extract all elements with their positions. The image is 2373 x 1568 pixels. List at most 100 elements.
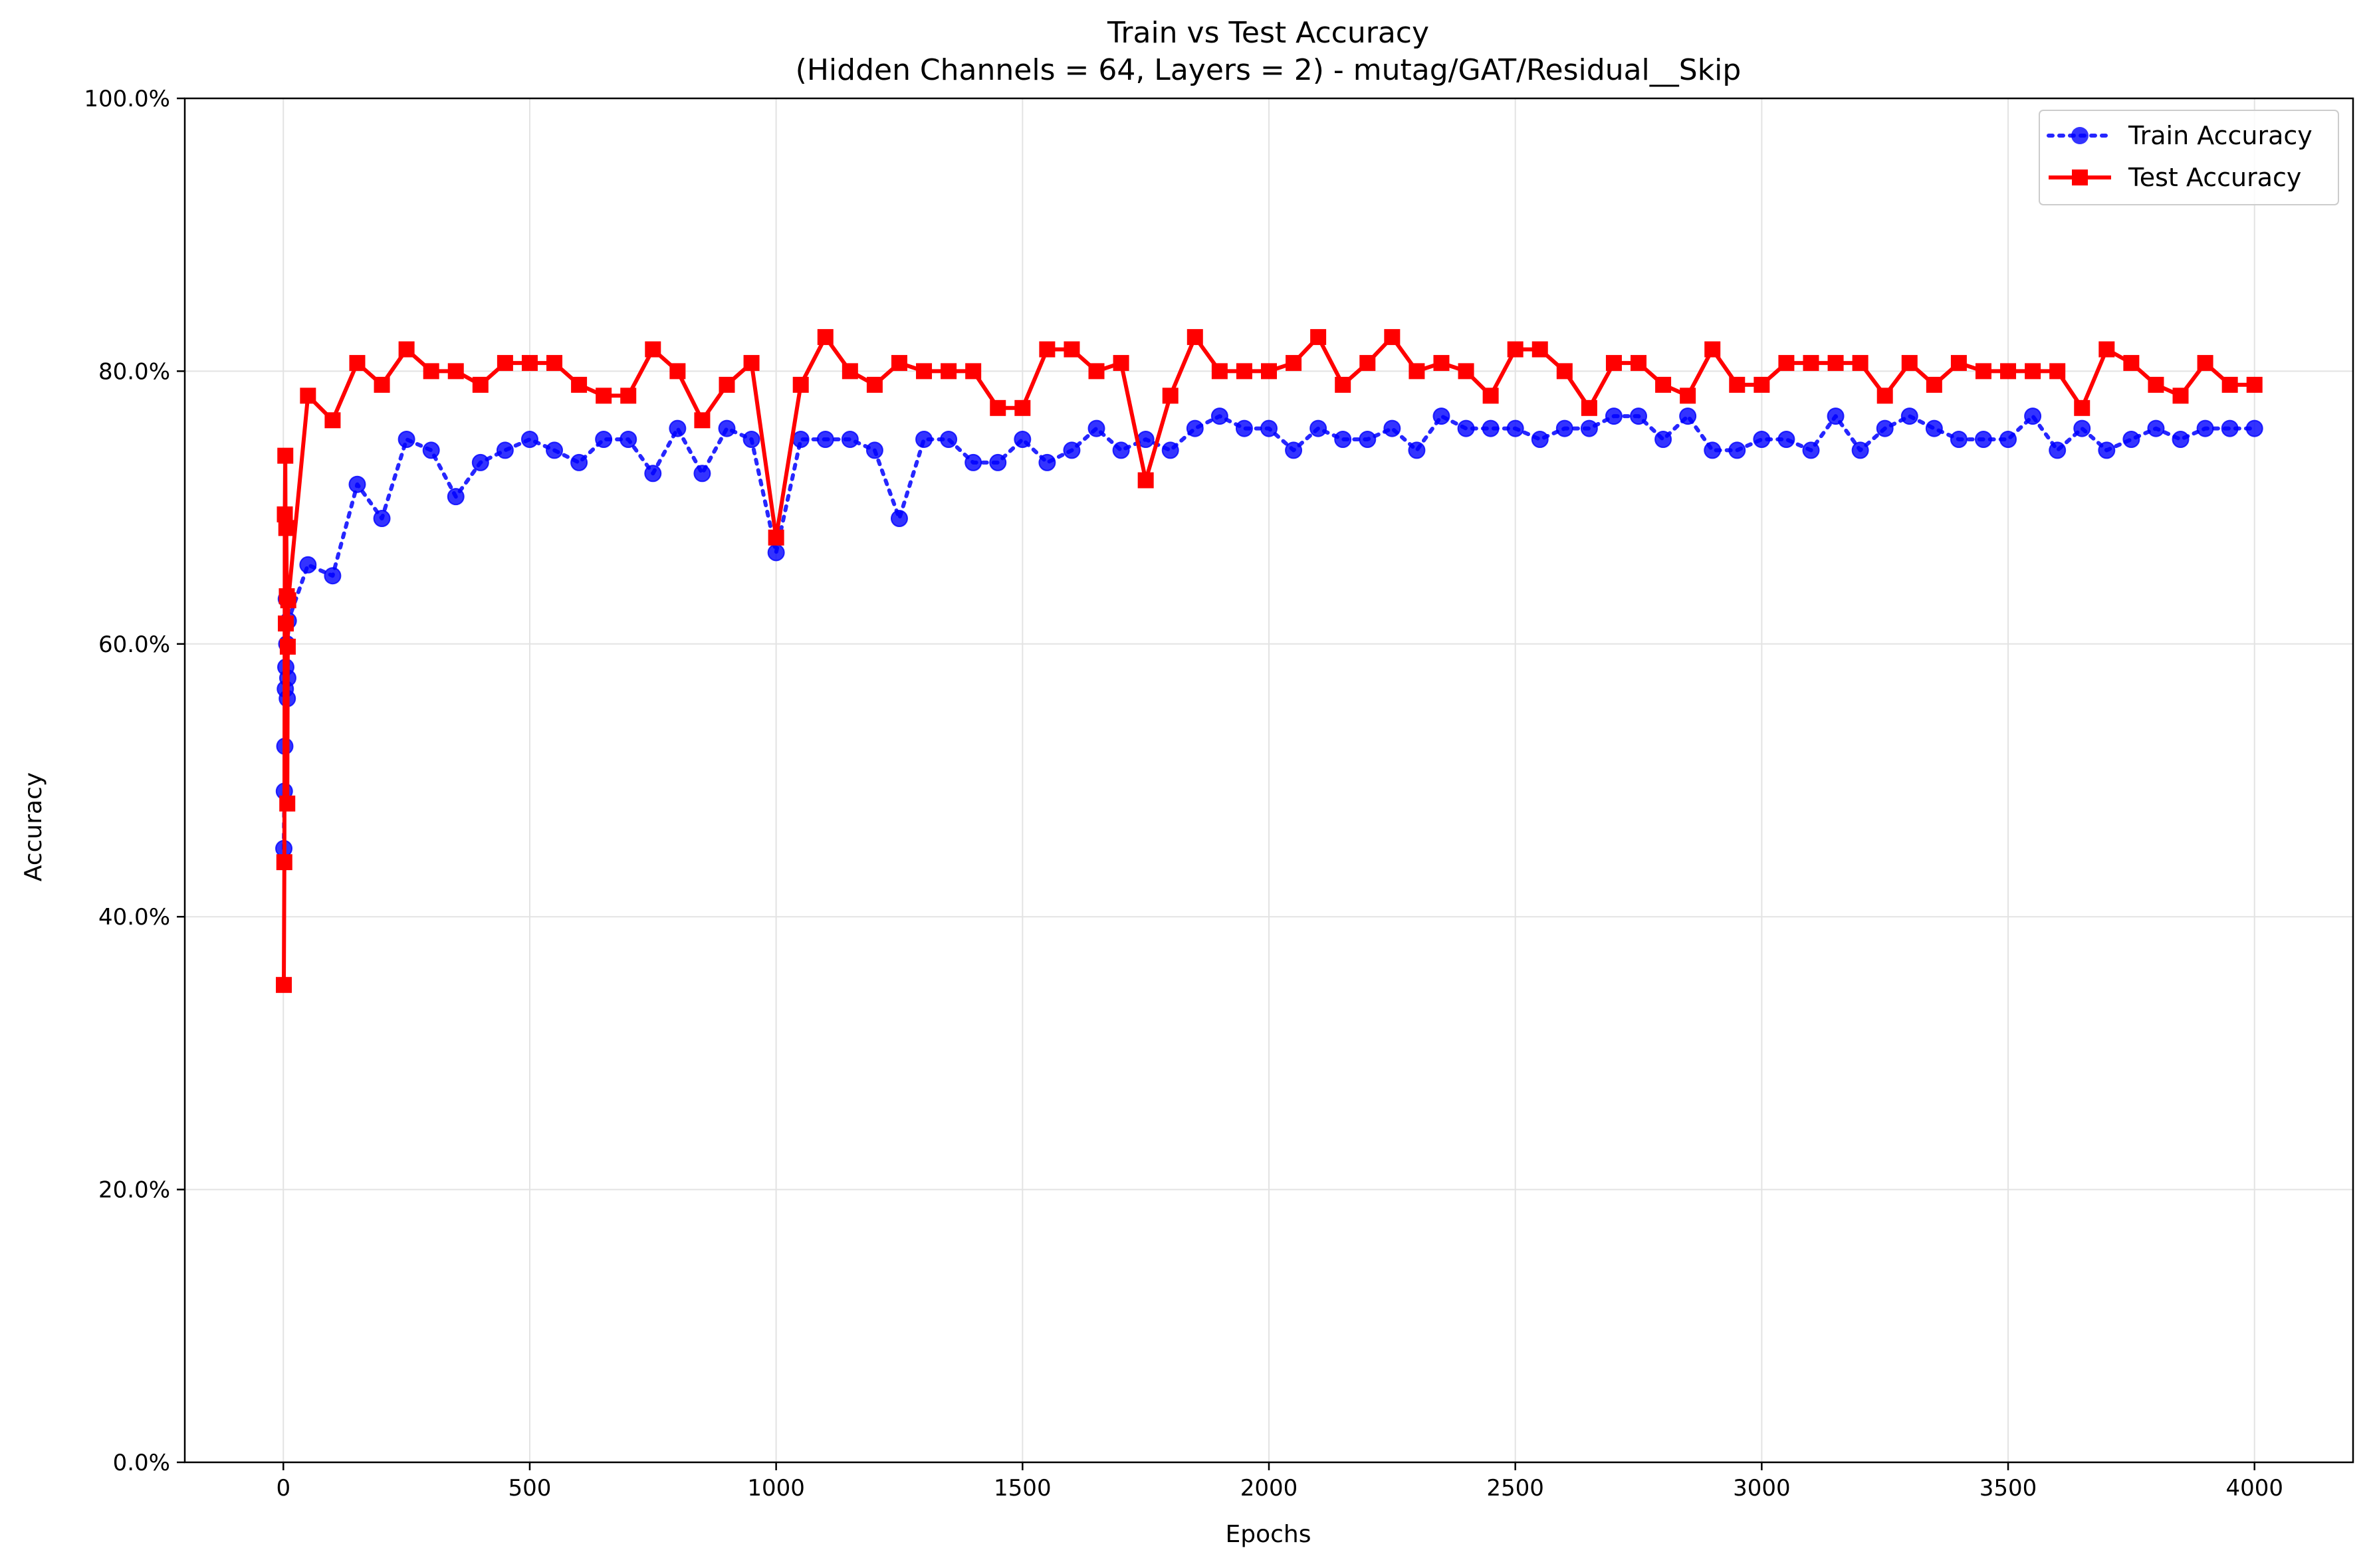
test-accuracy-point — [1261, 363, 1277, 380]
train-accuracy-point — [841, 431, 859, 448]
train-accuracy-point — [1014, 431, 1032, 448]
train-accuracy-point — [1457, 419, 1475, 437]
train-accuracy-point — [792, 431, 810, 448]
y-tick-label: 80.0% — [98, 358, 170, 385]
train-accuracy-point — [1186, 419, 1204, 437]
train-accuracy-point — [1359, 431, 1377, 448]
y-tick-label: 0.0% — [113, 1450, 170, 1476]
test-accuracy-point — [546, 355, 563, 372]
train-accuracy-point — [2196, 419, 2214, 437]
test-accuracy-point — [842, 363, 858, 380]
test-accuracy-point — [1631, 355, 1647, 372]
test-accuracy-point — [1753, 376, 1770, 393]
test-accuracy-point — [1901, 355, 1918, 372]
test-accuracy-point — [1581, 399, 1597, 416]
test-accuracy-point — [2074, 399, 2090, 416]
train-accuracy-point — [2221, 419, 2239, 437]
train-accuracy-point — [2073, 419, 2091, 437]
legend-box — [2039, 110, 2339, 205]
legend-test-marker — [2072, 169, 2088, 185]
train-accuracy-point — [1383, 419, 1401, 437]
test-accuracy-point — [2221, 376, 2238, 393]
test-accuracy-point — [279, 638, 296, 655]
test-accuracy-point — [2148, 376, 2164, 393]
test-accuracy-point — [965, 363, 982, 380]
test-accuracy-point — [1803, 355, 1819, 372]
train-accuracy-point — [940, 431, 958, 448]
test-accuracy-point — [1926, 376, 1942, 393]
train-accuracy-point — [1630, 407, 1648, 425]
train-accuracy-point — [471, 453, 489, 471]
test-accuracy-point — [1655, 376, 1672, 393]
train-accuracy-point — [1900, 407, 1918, 425]
train-accuracy-point — [1876, 419, 1894, 437]
x-tick-label: 500 — [508, 1475, 552, 1502]
test-accuracy-point — [1310, 329, 1327, 346]
test-accuracy-point — [374, 376, 390, 393]
train-accuracy-point — [1999, 431, 2017, 448]
test-accuracy-point — [1409, 363, 1425, 380]
test-accuracy-point — [1088, 363, 1105, 380]
x-tick-label: 4000 — [2225, 1475, 2283, 1502]
test-accuracy-point — [277, 447, 294, 464]
test-accuracy-point — [324, 412, 341, 429]
train-accuracy-point — [1087, 419, 1105, 437]
test-accuracy-point — [278, 520, 294, 536]
train-accuracy-point — [1679, 407, 1697, 425]
test-accuracy-point — [1359, 355, 1376, 372]
test-accuracy-point — [280, 592, 296, 609]
train-accuracy-point — [1950, 431, 1968, 448]
legend-train-label: Train Accuracy — [2128, 121, 2313, 150]
train-accuracy-point — [2172, 431, 2190, 448]
test-accuracy-point — [1852, 355, 1868, 372]
test-accuracy-point — [571, 376, 588, 393]
test-accuracy-point — [1236, 363, 1252, 380]
train-accuracy-point — [1531, 431, 1549, 448]
test-accuracy-point — [1039, 341, 1056, 358]
train-accuracy-point — [546, 441, 564, 459]
test-accuracy-point — [1680, 388, 1696, 404]
train-accuracy-point — [1555, 419, 1573, 437]
train-accuracy-point — [373, 510, 391, 528]
train-accuracy-point — [1161, 441, 1179, 459]
x-tick-label: 1000 — [747, 1475, 805, 1502]
test-accuracy-point — [1014, 399, 1031, 416]
train-accuracy-point — [397, 431, 415, 448]
train-accuracy-point — [324, 567, 342, 585]
data-series — [275, 329, 2263, 993]
train-accuracy-point — [1753, 431, 1771, 448]
test-accuracy-point — [349, 355, 366, 372]
train-accuracy-point — [1827, 407, 1845, 425]
train-accuracy-point — [989, 453, 1007, 471]
train-accuracy-point — [1112, 441, 1130, 459]
test-accuracy-point — [279, 795, 296, 812]
train-accuracy-point — [1432, 407, 1450, 425]
test-accuracy-point — [2025, 363, 2041, 380]
test-accuracy-point — [866, 376, 883, 393]
train-accuracy-point — [2098, 441, 2116, 459]
test-accuracy-point — [2049, 363, 2066, 380]
train-accuracy-point — [1482, 419, 1500, 437]
train-accuracy-point — [1408, 441, 1426, 459]
test-accuracy-point — [743, 355, 760, 372]
train-accuracy-point — [718, 419, 736, 437]
tick-labels: 0 500 1000 1500 2000 2500 3000 3500 4000 0.0% 20.0… — [84, 86, 2283, 1502]
test-accuracy-point — [1335, 376, 1351, 393]
test-accuracy-point — [719, 376, 735, 393]
test-accuracy-point — [1113, 355, 1129, 372]
legend-test-label: Test Accuracy — [2128, 163, 2301, 192]
test-accuracy-point — [276, 854, 292, 871]
test-accuracy-point — [2172, 388, 2189, 404]
test-accuracy-point — [1605, 355, 1622, 372]
test-accuracy-point — [1556, 363, 1573, 380]
train-accuracy-point — [1285, 441, 1303, 459]
train-accuracy-point — [447, 488, 465, 506]
chart-subtitle: (Hidden Channels = 64, Layers = 2) - mut… — [796, 53, 1742, 87]
test-accuracy-point — [1137, 472, 1154, 489]
train-accuracy-point — [890, 510, 908, 528]
train-accuracy-point — [2049, 441, 2067, 459]
test-accuracy-point — [1211, 363, 1228, 380]
test-accuracy-point — [1704, 341, 1721, 358]
test-accuracy-point — [990, 399, 1006, 416]
